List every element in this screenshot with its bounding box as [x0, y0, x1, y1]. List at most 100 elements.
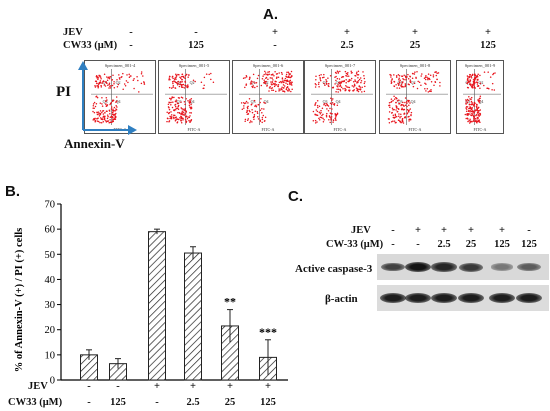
flow-dot: [429, 90, 431, 93]
flow-dot: [479, 114, 482, 116]
flow-dot: [177, 108, 180, 111]
flow-dot: [467, 120, 469, 123]
flow-dot: [245, 100, 248, 103]
flow-dot: [355, 73, 358, 75]
flow-dot: [259, 101, 261, 104]
flow-dot: [187, 100, 189, 102]
quadrant-label: Q4: [478, 99, 483, 104]
flow-dot: [335, 75, 337, 78]
flow-dot: [472, 113, 474, 116]
bar-cw33-value: -: [87, 397, 91, 408]
flow-dot: [112, 111, 114, 113]
flow-dot: [99, 112, 101, 115]
flow-dot: [273, 83, 276, 86]
flow-dot: [397, 108, 400, 110]
flow-dot: [432, 74, 435, 76]
flow-dot: [405, 101, 408, 103]
flow-dot: [392, 120, 394, 122]
flow-dot: [477, 79, 479, 81]
flow-dot: [494, 72, 496, 74]
flow-dot: [363, 82, 366, 85]
flow-dot: [469, 109, 471, 112]
flow-dot: [472, 119, 475, 122]
flow-dot: [404, 85, 407, 88]
flow-dot: [99, 113, 101, 116]
flow-dot: [469, 84, 472, 86]
flow-dot: [244, 77, 246, 79]
pi-axis-label: PI: [56, 84, 71, 100]
flow-dot: [471, 109, 473, 111]
quadrant-label: Q3: [465, 99, 470, 104]
flow-dot: [467, 87, 470, 89]
flow-dot: [424, 87, 426, 90]
flow-dot: [168, 108, 171, 111]
flow-dot: [478, 99, 480, 101]
flow-dot: [479, 112, 481, 115]
flow-dot: [101, 103, 103, 105]
flow-dot: [319, 77, 321, 79]
flow-dot: [395, 97, 398, 99]
flow-dot: [143, 83, 146, 85]
flow-dot: [325, 115, 328, 118]
flow-dot: [320, 109, 322, 112]
flow-jev-value: +: [272, 27, 278, 38]
flow-dot: [478, 114, 480, 116]
flow-dot: [257, 104, 259, 106]
flow-dot: [411, 77, 414, 80]
flow-dot: [249, 110, 251, 113]
flow-dot: [322, 113, 324, 116]
bar: [148, 231, 166, 381]
flow-dot: [260, 98, 262, 100]
flow-dot: [200, 81, 203, 84]
flow-dot: [180, 101, 182, 103]
flow-dot: [329, 107, 331, 110]
flow-dot: [401, 75, 404, 77]
flow-plot: Specimen_001-9Q1Q2Q3Q4FITC-A: [456, 60, 504, 134]
blot-label-caspase: Active caspase-3: [295, 263, 373, 275]
flow-dot: [398, 77, 400, 79]
flow-dot: [282, 81, 284, 84]
y-tick-label: 0: [50, 376, 55, 387]
flow-dot: [113, 106, 116, 109]
flow-dot: [359, 86, 362, 88]
panel-b-label: B.: [5, 183, 20, 200]
flow-dot: [283, 90, 285, 92]
flow-dot: [360, 79, 363, 82]
flow-dot: [408, 111, 410, 113]
bar-jev-value: +: [190, 381, 196, 392]
flow-dot: [316, 121, 318, 123]
quadrant-label: Q1: [177, 80, 182, 85]
flow-dot: [106, 114, 109, 116]
flow-dot: [312, 119, 315, 122]
flow-dot: [356, 71, 358, 74]
flow-dot: [100, 86, 103, 88]
flow-dot: [403, 105, 405, 107]
flow-dot: [404, 75, 407, 78]
flow-dot: [250, 83, 253, 85]
flow-dot: [174, 77, 176, 79]
flow-dot: [202, 87, 204, 90]
flow-dot: [174, 105, 177, 108]
flow-dot: [277, 76, 280, 79]
flow-cw33-value: 25: [409, 40, 421, 51]
flow-dot: [402, 122, 405, 124]
flow-dot: [390, 98, 393, 100]
flow-dot: [181, 110, 184, 112]
flow-dot: [425, 83, 427, 85]
flow-dot: [175, 118, 177, 121]
flow-dot: [425, 75, 427, 77]
flow-dot: [113, 110, 115, 112]
flow-plot-svg: Specimen_001-8Q1Q2Q3Q4FITC-A: [386, 63, 448, 132]
flow-dot: [415, 77, 417, 79]
flow-dot: [179, 116, 181, 119]
flow-dot: [433, 84, 435, 87]
flow-dot: [103, 118, 106, 120]
flow-dot: [291, 81, 293, 83]
flow-dot: [111, 120, 114, 123]
flow-dot: [101, 118, 104, 121]
flow-dot: [469, 98, 471, 100]
flow-dot: [356, 89, 359, 92]
flow-dot: [189, 115, 191, 117]
specimen-label: Specimen_001-9: [465, 63, 496, 68]
flow-dot: [113, 86, 116, 89]
